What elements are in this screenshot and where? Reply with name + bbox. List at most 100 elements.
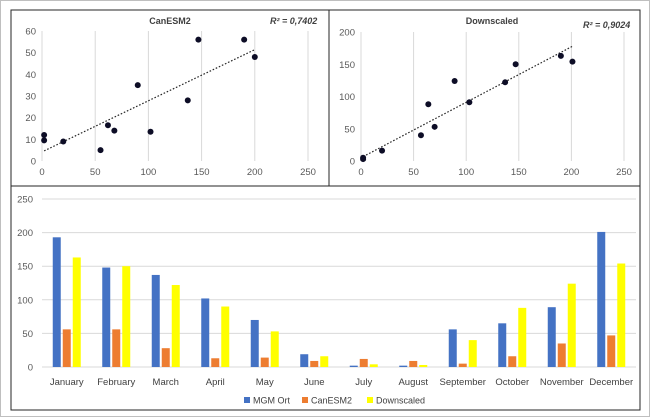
data-point (425, 101, 432, 108)
y-tick-label: 150 (339, 60, 355, 71)
bar (112, 329, 121, 367)
data-point (557, 52, 564, 59)
legend-swatch (244, 397, 250, 403)
data-point (41, 137, 48, 144)
data-point (60, 138, 67, 145)
bar (409, 360, 418, 367)
r-squared-label: R² = 0,7402 (270, 16, 317, 26)
data-point (512, 61, 519, 68)
x-tick-label: 100 (458, 167, 474, 178)
bar (52, 237, 61, 367)
trendline (43, 49, 256, 152)
bar (567, 283, 576, 367)
data-point (97, 147, 104, 154)
panel-title: Downscaled (466, 16, 519, 26)
data-point (379, 147, 386, 154)
bar (161, 348, 170, 367)
bar (518, 307, 527, 367)
y-tick-label: 0 (350, 157, 355, 168)
data-point (41, 132, 48, 138)
y-tick-label: 0 (31, 157, 36, 168)
bar (557, 343, 566, 367)
bar (607, 335, 616, 367)
x-tick-label: January (50, 377, 84, 388)
bar (320, 356, 329, 367)
x-tick-label: 50 (408, 167, 419, 178)
bar (62, 329, 71, 367)
data-point (431, 123, 438, 130)
trendline (362, 45, 573, 158)
y-tick-label: 150 (17, 262, 33, 273)
x-tick-label: 150 (511, 167, 527, 178)
y-tick-label: 200 (339, 28, 355, 39)
x-tick-label: 250 (616, 167, 632, 178)
bar (270, 331, 279, 367)
bar (221, 306, 230, 367)
x-tick-label: July (355, 377, 372, 388)
x-tick-label: December (589, 377, 633, 388)
legend-label: Downscaled (376, 396, 425, 406)
legend-label: CanESM2 (311, 396, 352, 406)
data-point (104, 122, 111, 129)
y-tick-label: 50 (25, 48, 36, 59)
legend-label: MGM Ort (253, 396, 290, 406)
bar (369, 364, 378, 367)
x-tick-label: 200 (247, 167, 263, 178)
bar (171, 285, 180, 367)
x-tick-label: 50 (90, 167, 101, 178)
data-point (417, 132, 424, 139)
data-point (195, 36, 202, 43)
x-tick-label: 100 (140, 167, 156, 178)
data-point (466, 99, 473, 106)
x-tick-label: March (153, 377, 179, 388)
bar (498, 323, 507, 367)
bar (419, 364, 428, 367)
x-tick-label: February (97, 377, 135, 388)
bar (300, 354, 309, 367)
r-squared-label: R² = 0,9024 (583, 20, 630, 30)
bar (211, 358, 220, 367)
x-tick-label: 0 (358, 167, 363, 178)
bar (260, 357, 269, 367)
y-tick-label: 60 (25, 27, 36, 38)
x-tick-label: August (398, 377, 428, 388)
bar (310, 360, 319, 367)
x-tick-label: 200 (563, 167, 579, 178)
y-tick-label: 50 (22, 329, 33, 340)
y-tick-label: 100 (17, 295, 33, 306)
bar (399, 365, 408, 367)
bar (122, 266, 131, 367)
panel-title: CanESM2 (149, 16, 191, 26)
y-tick-label: 20 (25, 113, 36, 124)
data-point (451, 78, 458, 85)
bar (359, 358, 368, 367)
data-point (147, 128, 154, 135)
bar (349, 365, 358, 367)
x-tick-label: November (540, 377, 584, 388)
data-point (111, 127, 118, 134)
legend-swatch (367, 397, 373, 403)
data-point (251, 54, 258, 60)
y-tick-label: 40 (25, 70, 36, 81)
bar (102, 267, 111, 367)
data-point (184, 97, 191, 104)
bar (508, 356, 517, 367)
bar-panel-monthly: 0 50 100 150 200 250 January February March April… (10, 185, 641, 411)
data-point (502, 79, 509, 86)
legend-swatch (302, 397, 308, 403)
x-tick-label: 0 (39, 167, 44, 178)
bar (468, 340, 477, 367)
data-point (360, 156, 367, 163)
bar (597, 231, 606, 367)
y-tick-label: 10 (25, 135, 36, 146)
y-tick-label: 200 (17, 228, 33, 239)
bar (250, 319, 259, 367)
x-tick-label: April (206, 377, 225, 388)
y-tick-label: 100 (339, 92, 355, 103)
bar (547, 307, 556, 367)
y-tick-label: 30 (25, 92, 36, 103)
y-tick-label: 250 (17, 195, 33, 206)
data-point (134, 82, 141, 89)
x-tick-label: September (440, 377, 486, 388)
